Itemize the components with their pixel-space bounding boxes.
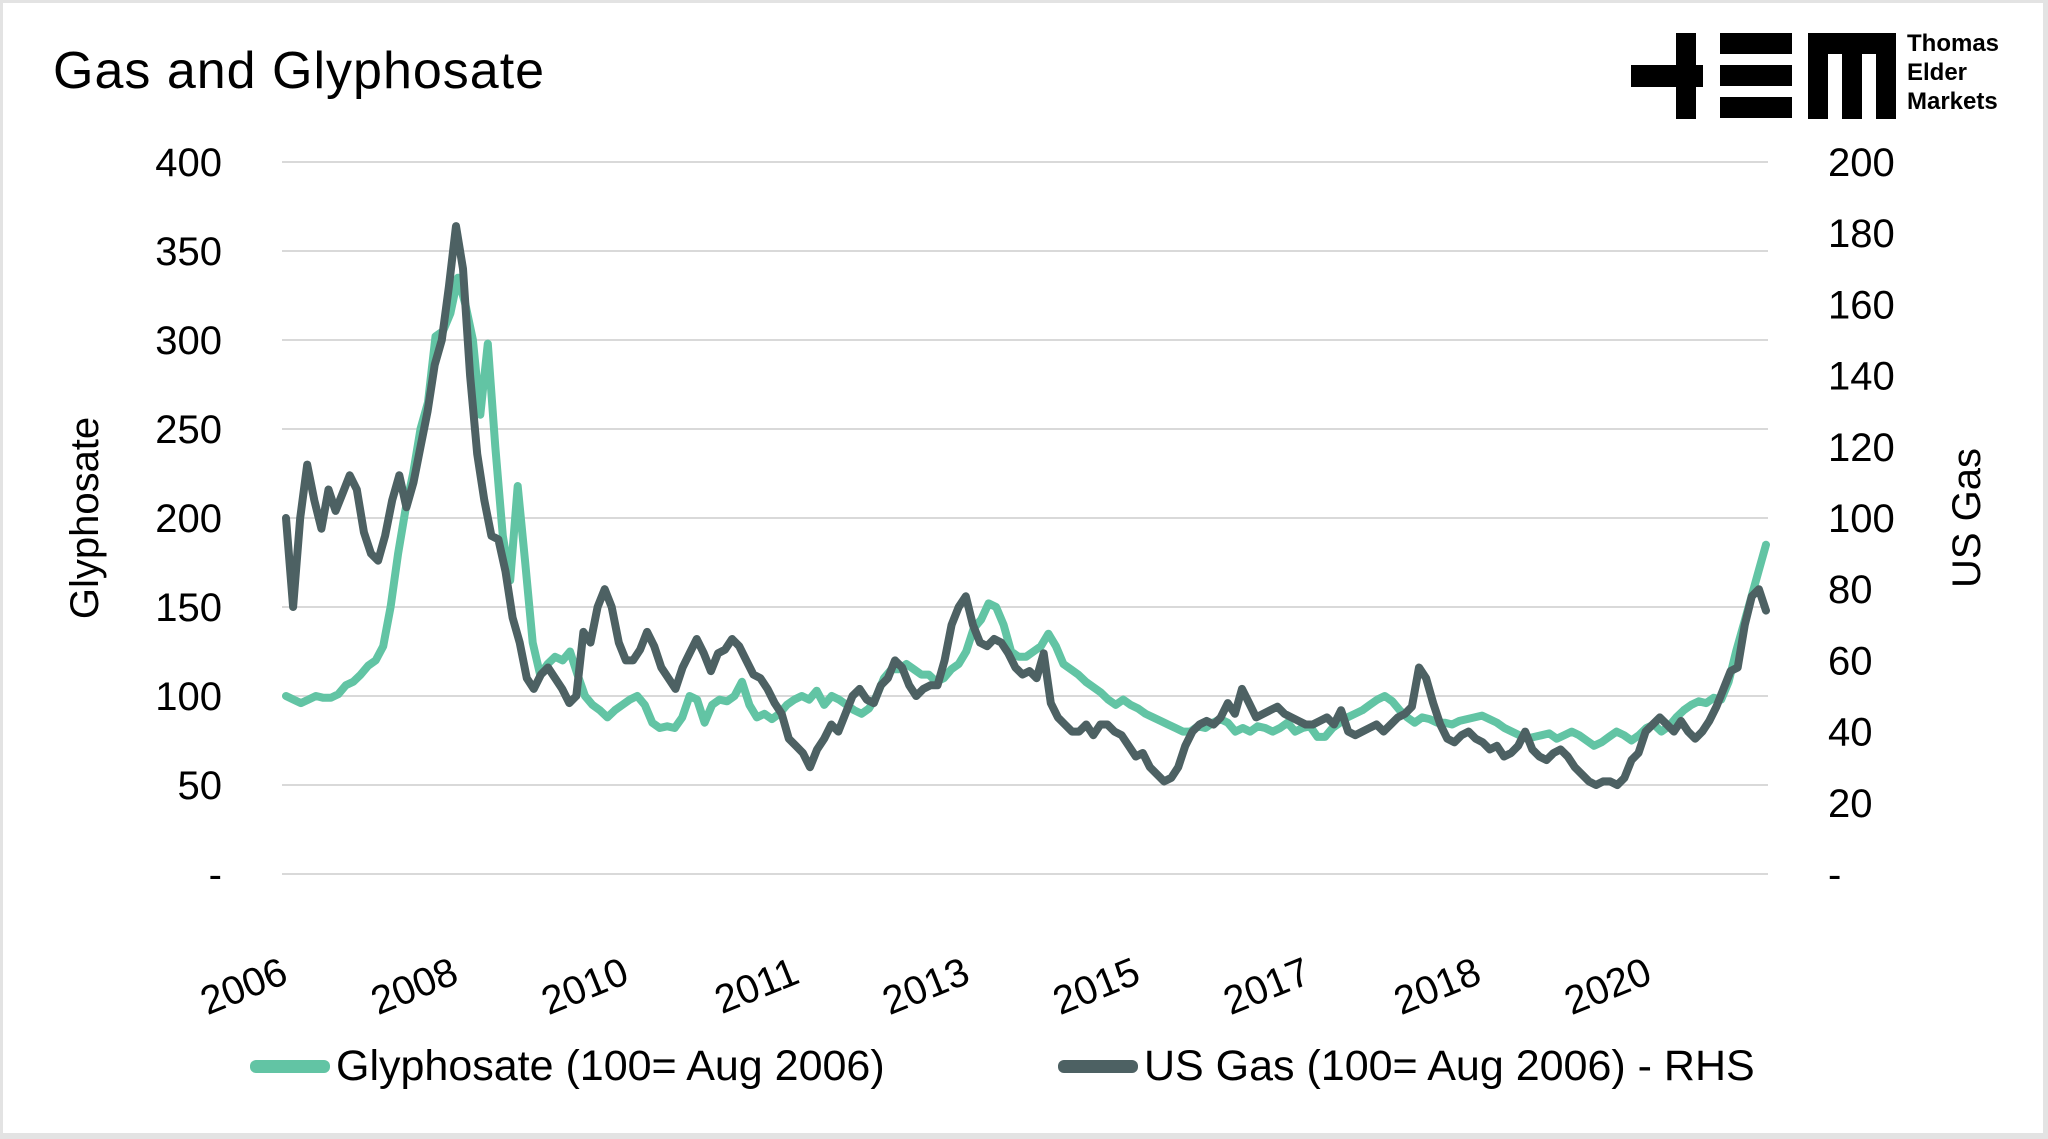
legend-swatch-glyphosate	[250, 1060, 330, 1073]
logo-e-bar-top	[1720, 33, 1792, 54]
y-tick-left: -	[209, 853, 222, 897]
y-tick-left: 400	[155, 141, 222, 185]
y-tick-right: 40	[1828, 711, 1873, 755]
logo-text: Thomas Elder Markets	[1907, 29, 1999, 116]
y-tick-left: 300	[155, 319, 222, 363]
x-axis-ticks: 2006 2008 2010 2011 2013 2015 2017 2018 2020	[194, 950, 1657, 1024]
y-tick-left: 200	[155, 497, 222, 541]
y-tick-right: 200	[1828, 141, 1895, 185]
y-tick-right: 180	[1828, 212, 1895, 256]
y-tick-right: 120	[1828, 426, 1895, 470]
logo-e-bar-middle	[1720, 65, 1792, 86]
legend-item-gas[interactable]: US Gas (100= Aug 2006) - RHS	[1058, 1042, 1755, 1091]
y-tick-right: 60	[1828, 639, 1873, 683]
legend-item-glyphosate[interactable]: Glyphosate (100= Aug 2006)	[250, 1042, 885, 1091]
legend-label-gas: US Gas (100= Aug 2006) - RHS	[1144, 1042, 1755, 1090]
y-tick-right: -	[1828, 853, 1841, 897]
y-tick-right: 20	[1828, 782, 1873, 826]
x-tick: 2017	[1217, 950, 1316, 1024]
x-tick: 2020	[1558, 950, 1657, 1024]
x-tick: 2008	[365, 950, 464, 1024]
x-tick: 2010	[535, 950, 634, 1024]
series-line-us-gas	[282, 222, 1770, 789]
y-tick-right: 140	[1828, 355, 1895, 399]
logo-m-right	[1876, 33, 1896, 119]
y-axis-left-ticks: - 50 100 150 200 250 300 350 400	[155, 141, 222, 897]
y-tick-right: 160	[1828, 283, 1895, 327]
chart-title: Gas and Glyphosate	[53, 42, 546, 100]
logo-line-2: Elder	[1907, 59, 1968, 86]
logo-line-1: Thomas	[1907, 30, 2000, 57]
series-lines	[282, 222, 1770, 789]
y-tick-left: 150	[155, 586, 222, 630]
chart-frame: Gas and Glyphosate Thomas Elder Markets	[3, 3, 2043, 1133]
y-tick-left: 100	[155, 675, 222, 719]
x-tick: 2013	[876, 950, 975, 1024]
logo-m-left	[1808, 33, 1828, 119]
y-tick-left: 350	[155, 230, 222, 274]
y-tick-right: 100	[1828, 497, 1895, 541]
legend-swatch-gas	[1058, 1060, 1138, 1073]
y-tick-left: 250	[155, 408, 222, 452]
x-tick: 2015	[1047, 950, 1146, 1024]
y-axis-right-ticks: - 20 40 60 80 100 120 140 160 180 200	[1828, 141, 1895, 897]
logo-e-bar-bottom	[1720, 97, 1792, 118]
logo-plus-horizontal	[1631, 65, 1703, 87]
y-axis-left-title: Glyphosate	[63, 417, 107, 619]
legend-label-glyphosate: Glyphosate (100= Aug 2006)	[336, 1042, 885, 1090]
x-tick: 2006	[194, 950, 293, 1024]
x-tick: 2011	[709, 950, 805, 1023]
gridlines	[282, 161, 1768, 875]
x-tick: 2018	[1388, 950, 1487, 1024]
tem-logo-icon	[1631, 33, 1896, 119]
y-axis-right-title: US Gas	[1945, 448, 1989, 588]
y-tick-left: 50	[178, 764, 223, 808]
logo-m-middle	[1842, 33, 1862, 119]
y-tick-right: 80	[1828, 568, 1873, 612]
logo-line-3: Markets	[1907, 88, 1998, 115]
